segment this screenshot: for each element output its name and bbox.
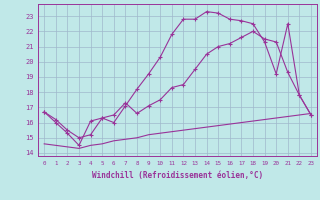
X-axis label: Windchill (Refroidissement éolien,°C): Windchill (Refroidissement éolien,°C) — [92, 171, 263, 180]
